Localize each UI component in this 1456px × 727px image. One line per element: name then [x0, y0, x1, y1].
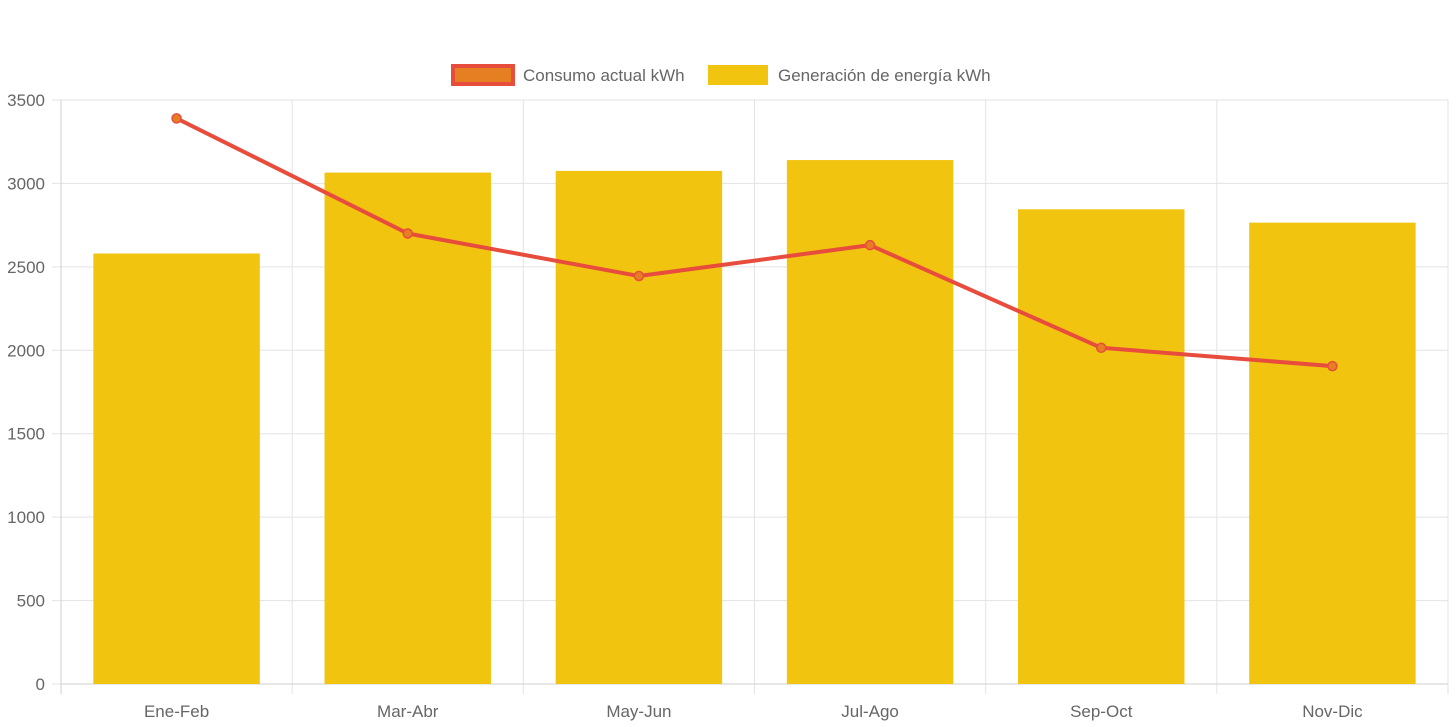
bar-series [93, 160, 1416, 684]
line-point [1096, 342, 1107, 354]
y-tick-label: 3500 [7, 91, 45, 110]
bar [1249, 222, 1416, 684]
line-point [402, 228, 413, 239]
bar [1018, 209, 1185, 684]
x-tick-label: Ene-Feb [144, 702, 209, 721]
bar [786, 160, 954, 684]
legend-label-generacion: Generación de energía kWh [778, 66, 991, 85]
bar [93, 253, 260, 684]
line-point [864, 239, 876, 251]
x-tick-label: Mar-Abr [377, 702, 439, 721]
y-tick-label: 2000 [7, 341, 45, 360]
bar [324, 172, 491, 684]
legend: Consumo actual kWh Generación de energía … [451, 64, 991, 86]
legend-swatch-consumo [451, 64, 515, 86]
y-tick-label: 0 [36, 675, 45, 694]
x-tick-label: May-Jun [606, 702, 671, 721]
y-tick-label: 3000 [7, 174, 45, 193]
x-tick-label: Sep-Oct [1070, 702, 1133, 721]
y-axis: 0 500 1000 1500 2000 2500 3000 3500 [7, 91, 62, 694]
line-point [633, 270, 645, 282]
legend-label-consumo: Consumo actual kWh [523, 66, 685, 85]
legend-swatch-generacion [708, 65, 768, 85]
y-tick-label: 1500 [7, 425, 45, 444]
line-point [171, 113, 182, 124]
legend-item-generacion: Generación de energía kWh [708, 65, 991, 85]
y-tick-label: 2500 [7, 258, 45, 277]
x-tick-label: Jul-Ago [841, 702, 899, 721]
line-series [171, 113, 1338, 372]
grid [52, 99, 1449, 694]
line-path [175, 116, 1333, 369]
y-tick-label: 500 [17, 592, 45, 611]
x-tick-label: Nov-Dic [1302, 702, 1363, 721]
y-tick-label: 1000 [7, 508, 45, 527]
bar [555, 170, 723, 684]
x-axis: Ene-Feb Mar-Abr May-Jun Jul-Ago Sep-Oct Nov-D… [61, 683, 1448, 721]
line-point [1327, 360, 1338, 372]
legend-item-consumo: Consumo actual kWh [451, 64, 685, 86]
